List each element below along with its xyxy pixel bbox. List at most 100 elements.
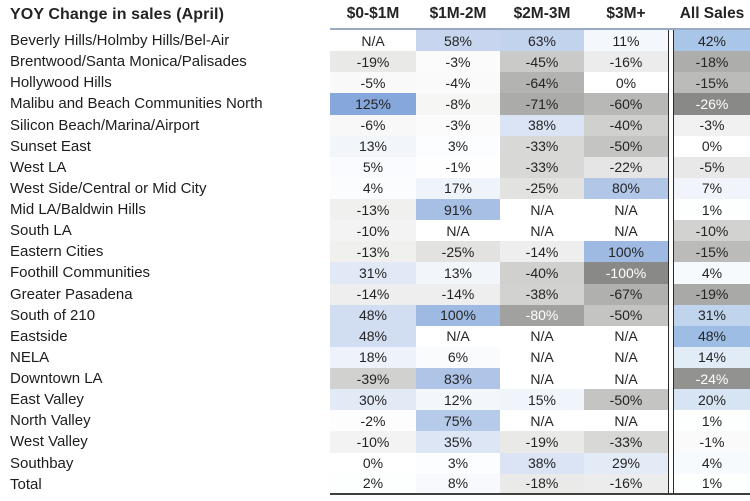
row-label: Total <box>10 475 42 493</box>
all-sales-separator <box>668 473 674 495</box>
value-cell: 2% <box>330 473 416 495</box>
table-row: Southbay 0% 3% 38% 29% 4% <box>8 452 750 474</box>
all-sales-separator <box>668 156 674 178</box>
row-label: Sunset East <box>10 137 91 155</box>
value-cell: -14% <box>500 241 584 263</box>
value-cell: -10% <box>330 220 416 242</box>
value-cell: -15% <box>674 241 750 263</box>
value-cell: -14% <box>330 283 416 305</box>
table-row: Sunset East 13% 3% -33% -50% 0% <box>8 135 750 157</box>
row-label: West LA <box>10 158 67 176</box>
value-cell: -3% <box>416 51 500 73</box>
value-cell: -50% <box>584 135 668 157</box>
table-row: Malibu and Beach Communities North 125% -8… <box>8 93 750 115</box>
value-cell: 7% <box>674 177 750 199</box>
table-row: West Valley -10% 35% -19% -33% -1% <box>8 431 750 453</box>
value-cell: 30% <box>330 389 416 411</box>
value-cell: N/A <box>500 199 584 221</box>
value-cell: 12% <box>416 389 500 411</box>
value-cell: -15% <box>674 72 750 94</box>
column-header--2m-3m: $2M-3M <box>500 0 584 30</box>
value-cell: 58% <box>416 30 500 52</box>
value-cell: -13% <box>330 241 416 263</box>
value-cell: 3% <box>416 452 500 474</box>
header-row: YOY Change in sales (April) $0-$1M $1M-2M… <box>8 0 750 30</box>
value-cell: 4% <box>330 177 416 199</box>
row-label: Eastern Cities <box>10 243 104 261</box>
value-cell: -33% <box>584 431 668 453</box>
row-label: West Side/Central or Mid City <box>10 179 207 197</box>
value-cell: -67% <box>584 283 668 305</box>
value-cell: 38% <box>500 114 584 136</box>
all-sales-separator <box>668 389 674 411</box>
table-row: West LA 5% -1% -33% -22% -5% <box>8 156 750 178</box>
value-cell: 48% <box>330 325 416 347</box>
page-title: YOY Change in sales (April) <box>10 6 225 23</box>
row-label: Greater Pasadena <box>10 285 133 303</box>
value-cell: -19% <box>330 51 416 73</box>
all-sales-separator <box>668 241 674 263</box>
value-cell: N/A <box>330 30 416 52</box>
row-label: Hollywood Hills <box>10 74 112 92</box>
value-cell: 8% <box>416 473 500 495</box>
value-cell: -19% <box>674 283 750 305</box>
value-cell: 20% <box>674 389 750 411</box>
value-cell: -33% <box>500 135 584 157</box>
value-cell: 17% <box>416 177 500 199</box>
value-cell: 5% <box>330 156 416 178</box>
value-cell: 4% <box>674 262 750 284</box>
table-row: Eastern Cities -13% -25% -14% 100% -15% <box>8 241 750 263</box>
row-label: West Valley <box>10 433 88 451</box>
table-row: Mid LA/Baldwin Hills -13% 91% N/A N/A 1% <box>8 199 750 221</box>
value-cell: -50% <box>584 304 668 326</box>
value-cell: 6% <box>416 346 500 368</box>
row-label: Downtown LA <box>10 370 103 388</box>
table-row: South LA -10% N/A N/A N/A -10% <box>8 220 750 242</box>
value-cell: -2% <box>330 410 416 432</box>
column-header--0-1m: $0-$1M <box>330 0 416 30</box>
all-sales-separator <box>668 262 674 284</box>
table-row: NELA 18% 6% N/A N/A 14% <box>8 346 750 368</box>
value-cell: N/A <box>584 220 668 242</box>
all-sales-separator <box>668 93 674 115</box>
row-label: Brentwood/Santa Monica/Palisades <box>10 53 247 71</box>
all-sales-separator <box>668 346 674 368</box>
column-header--3m-: $3M+ <box>584 0 668 30</box>
value-cell: -10% <box>674 220 750 242</box>
value-cell: 11% <box>584 30 668 52</box>
row-label: Eastside <box>10 327 68 345</box>
value-cell: N/A <box>500 410 584 432</box>
value-cell: 83% <box>416 368 500 390</box>
value-cell: 14% <box>674 346 750 368</box>
all-sales-separator <box>668 30 674 52</box>
value-cell: -100% <box>584 262 668 284</box>
value-cell: -64% <box>500 72 584 94</box>
row-label: Beverly Hills/Holmby Hills/Bel-Air <box>10 32 230 50</box>
value-cell: 48% <box>674 325 750 347</box>
value-cell: 1% <box>674 410 750 432</box>
value-cell: -45% <box>500 51 584 73</box>
value-cell: -18% <box>674 51 750 73</box>
row-label: Malibu and Beach Communities North <box>10 95 263 113</box>
value-cell: -3% <box>416 114 500 136</box>
row-label: Southbay <box>10 454 74 472</box>
value-cell: 75% <box>416 410 500 432</box>
value-cell: N/A <box>584 410 668 432</box>
value-cell: 3% <box>416 135 500 157</box>
value-cell: -8% <box>416 93 500 115</box>
value-cell: 0% <box>584 72 668 94</box>
all-sales-separator <box>668 220 674 242</box>
table-row: Downtown LA -39% 83% N/A N/A -24% <box>8 368 750 390</box>
value-cell: 100% <box>416 304 500 326</box>
row-label: Silicon Beach/Marina/Airport <box>10 116 200 134</box>
all-sales-separator <box>668 283 674 305</box>
value-cell: -26% <box>674 93 750 115</box>
table-row: Brentwood/Santa Monica/Palisades -19% -3% -… <box>8 51 750 73</box>
row-label: North Valley <box>10 412 91 430</box>
all-sales-separator <box>668 304 674 326</box>
value-cell: -80% <box>500 304 584 326</box>
value-cell: N/A <box>584 199 668 221</box>
table-row: Total 2% 8% -18% -16% 1% <box>8 473 750 495</box>
value-cell: -5% <box>330 72 416 94</box>
